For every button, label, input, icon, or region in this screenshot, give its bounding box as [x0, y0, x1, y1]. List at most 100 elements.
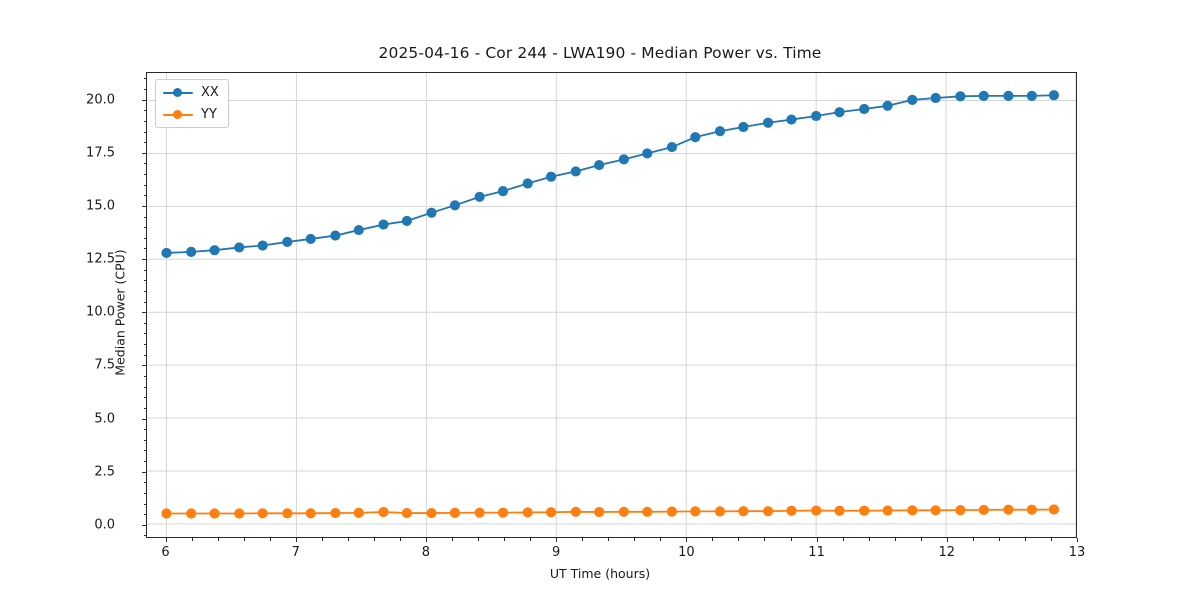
x-tick-mark-minor [894, 538, 896, 541]
data-point [186, 508, 197, 519]
data-point [378, 506, 389, 518]
data-point [642, 148, 653, 159]
x-tick-label: 7 [291, 545, 300, 560]
x-axis-label: UT Time (hours) [549, 566, 651, 581]
data-point [474, 507, 485, 518]
x-tick-mark-minor [321, 538, 323, 541]
data-point [378, 219, 389, 230]
y-tick-label: 10.0 [86, 304, 115, 320]
y-tick-mark-minor [143, 376, 146, 377]
legend-item-yy[interactable]: YY [163, 107, 219, 122]
data-point [690, 506, 701, 517]
data-point [930, 505, 941, 516]
x-tick-mark-minor [972, 538, 974, 541]
data-point [978, 90, 989, 101]
y-tick-mark-minor [143, 120, 146, 122]
x-tick-label: 8 [421, 545, 431, 560]
y-tick-mark-minor [143, 280, 146, 282]
x-tick-mark [425, 538, 427, 542]
x-tick-mark-minor [269, 538, 271, 541]
data-point [859, 103, 870, 115]
legend-swatch-icon [163, 87, 193, 99]
y-tick-mark-minor [143, 195, 146, 197]
x-tick-mark-minor [373, 538, 375, 541]
data-point [1048, 504, 1059, 515]
data-point [209, 245, 220, 256]
data-point [522, 507, 533, 518]
y-tick-mark-minor [143, 514, 146, 516]
x-tick-mark-minor [920, 538, 922, 541]
y-tick-mark [142, 99, 146, 101]
y-tick-mark-minor [143, 142, 146, 144]
data-point [257, 508, 268, 519]
y-tick-mark-minor [143, 344, 146, 346]
y-tick-label: 15.0 [86, 198, 115, 214]
y-tick-mark-minor [143, 535, 146, 537]
x-tick-mark-minor [478, 538, 480, 541]
data-point [401, 508, 412, 519]
chart-title: 2025-04-16 - Cor 244 - LWA190 - Median P… [378, 44, 822, 62]
x-tick-mark-minor [191, 538, 193, 541]
data-point [161, 247, 172, 259]
data-point [907, 505, 918, 516]
data-point [353, 224, 364, 236]
x-tick-mark-minor [451, 538, 453, 541]
x-tick-mark-minor [347, 538, 349, 541]
data-point [426, 508, 437, 519]
data-point [666, 142, 678, 153]
data-point [1026, 504, 1037, 515]
data-point [1026, 90, 1037, 101]
x-tick-mark-minor [790, 538, 792, 541]
data-point [330, 230, 341, 241]
data-point [714, 506, 726, 517]
y-tick-label: 12.5 [86, 251, 115, 267]
x-tick-mark-minor [243, 538, 245, 541]
y-tick-mark [142, 418, 146, 420]
chart-legend[interactable]: XX YY [155, 79, 229, 128]
x-tick-mark [295, 538, 297, 542]
x-tick-mark-minor [712, 538, 714, 541]
x-tick-mark-minor [608, 538, 610, 541]
y-tick-mark-minor [143, 131, 146, 133]
x-tick-label: 12 [938, 545, 956, 560]
y-tick-mark-minor [143, 78, 146, 80]
data-point [642, 506, 653, 517]
data-point [955, 505, 966, 516]
y-tick-mark-minor [143, 354, 146, 356]
y-tick-mark-minor [143, 322, 146, 324]
x-tick-mark-minor [1050, 538, 1052, 541]
data-point [930, 92, 941, 104]
x-tick-mark-minor [530, 538, 532, 541]
y-tick-mark-minor [143, 216, 146, 218]
x-tick-mark [946, 538, 948, 542]
data-point [907, 94, 918, 105]
data-point [762, 117, 774, 128]
y-tick-mark-minor [143, 333, 146, 335]
data-point [353, 507, 364, 518]
y-tick-mark-minor [143, 163, 146, 165]
y-tick-mark-minor [143, 110, 146, 112]
y-tick-mark [142, 205, 146, 207]
grid-layer [147, 73, 1076, 537]
x-tick-mark-minor [660, 538, 662, 541]
data-point [1003, 504, 1014, 515]
legend-label: YY [201, 107, 217, 122]
data-point [545, 507, 557, 518]
data-point [859, 505, 870, 516]
y-tick-mark-minor [143, 227, 146, 229]
x-tick-mark-minor [399, 538, 401, 541]
x-tick-label: 11 [808, 545, 825, 560]
y-tick-mark-minor [143, 89, 146, 90]
series-yy [161, 504, 1059, 519]
y-tick-mark [142, 524, 146, 526]
series-line [166, 95, 1053, 253]
y-tick-mark [142, 259, 146, 261]
legend-swatch-icon [163, 109, 193, 121]
legend-item-xx[interactable]: XX [163, 85, 219, 100]
y-tick-mark-minor [143, 301, 146, 303]
data-point [330, 508, 341, 519]
data-point [690, 132, 701, 143]
data-point [257, 240, 268, 251]
y-tick-mark-minor [143, 269, 146, 271]
data-point [738, 121, 749, 133]
